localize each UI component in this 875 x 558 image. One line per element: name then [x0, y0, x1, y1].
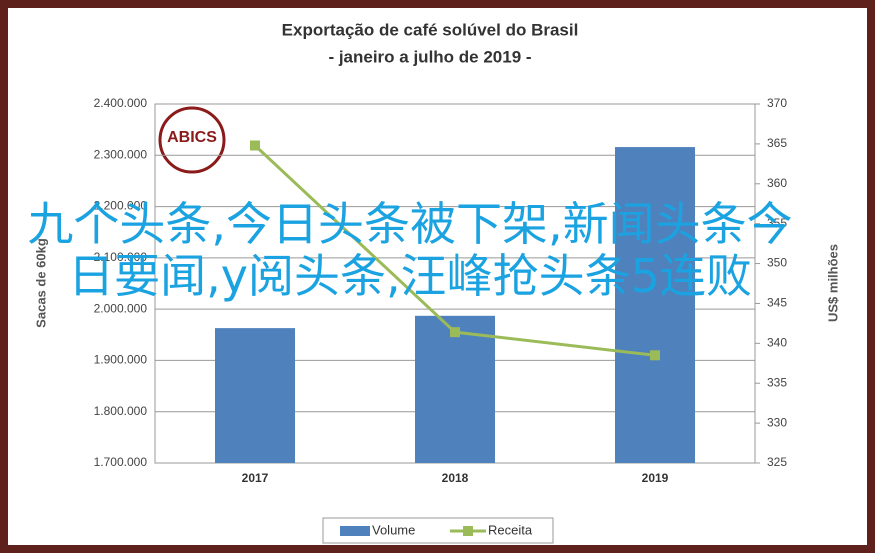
legend-label: Volume [372, 522, 415, 537]
y2-tick-label: 360 [767, 176, 787, 190]
marker [250, 140, 260, 151]
y2-tick-label: 335 [767, 375, 787, 389]
chart-subtitle: - janeiro a julho de 2019 - [328, 47, 531, 66]
bar [215, 328, 295, 463]
bar [415, 315, 495, 463]
logo: ABICS [167, 129, 217, 146]
y2-tick-label: 370 [767, 96, 787, 110]
y-tick-label: 1.900.000 [94, 353, 148, 367]
y-tick-label: 2.200.000 [94, 199, 148, 213]
x-tick-label: 2019 [642, 471, 669, 485]
y2-tick-label: 345 [767, 296, 787, 310]
y-tick-label: 2.400.000 [94, 96, 148, 110]
x-tick-label: 2018 [442, 471, 469, 485]
y-tick-label: 2.300.000 [94, 147, 148, 161]
marker [650, 350, 660, 361]
y2-tick-label: 340 [767, 336, 787, 350]
legend-swatch [340, 526, 370, 536]
y2-tick-label: 330 [767, 415, 787, 429]
y2-tick-label: 325 [767, 455, 787, 469]
y-tick-label: 2.100.000 [94, 250, 148, 264]
y2-tick-label: 365 [767, 136, 787, 150]
y-tick-label: 1.700.000 [94, 455, 148, 469]
legend-swatch [463, 526, 473, 536]
y-axis-label: Sacas de 60kg [33, 238, 48, 328]
x-tick-label: 2017 [242, 471, 269, 485]
legend [322, 517, 554, 544]
y2-tick-label: 355 [767, 216, 787, 230]
chart-title: Exportação de café solúvel do Brasil [282, 20, 579, 39]
annotation: 九个头条,今日头条被下架,新闻头条今日要闻,y阅头条,汪峰抢头条5连败 [27, 197, 793, 303]
y-tick-label: 1.800.000 [94, 404, 148, 418]
bar [615, 147, 695, 463]
y2-tick-label: 350 [767, 256, 787, 270]
logo-ring [158, 106, 226, 174]
marker [450, 327, 460, 338]
y2-axis-label: US$ milhões [825, 244, 840, 322]
legend-label: Receita [488, 522, 533, 537]
y-tick-label: 2.000.000 [94, 301, 148, 315]
